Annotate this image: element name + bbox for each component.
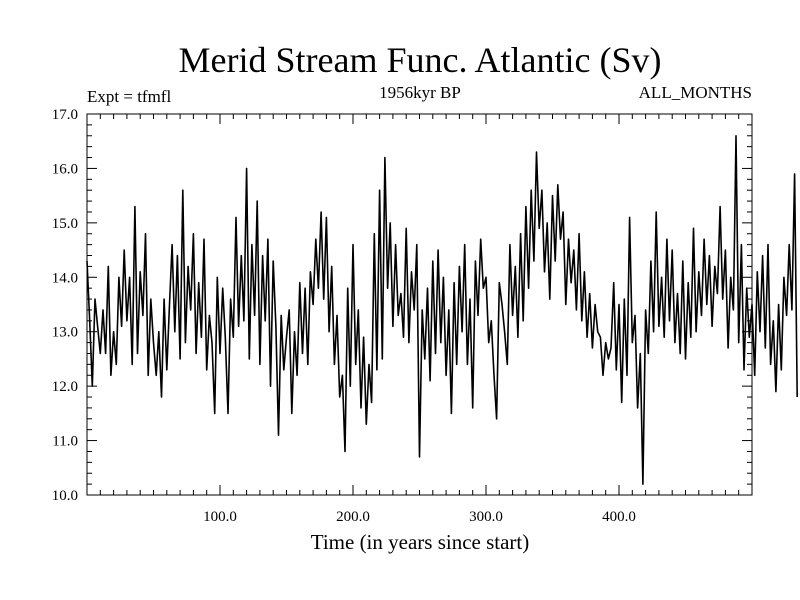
series-line	[86, 135, 798, 485]
x-tick-label: 300.0	[469, 509, 503, 525]
x-tick-label: 400.0	[602, 509, 636, 525]
y-tick-label: 12.0	[52, 379, 78, 395]
y-tick-label: 11.0	[52, 434, 78, 450]
experiment-label: Expt = tfmfl	[87, 87, 171, 106]
y-tick-label: 10.0	[52, 488, 78, 504]
months-label: ALL_MONTHS	[639, 83, 752, 102]
x-tick-label: 100.0	[203, 509, 237, 525]
y-tick-label: 16.0	[52, 161, 78, 177]
x-axis-label: Time (in years since start)	[311, 530, 530, 554]
x-tick-label: 200.0	[336, 509, 370, 525]
period-label: 1956kyr BP	[379, 83, 461, 102]
chart-title: Merid Stream Func. Atlantic (Sv)	[179, 40, 662, 80]
y-tick-label: 15.0	[52, 216, 78, 232]
y-tick-label: 13.0	[52, 325, 78, 341]
y-tick-label: 14.0	[52, 270, 78, 286]
y-tick-label: 17.0	[52, 107, 78, 123]
axes-group: 100.0 200.0 300.0 400.0 10.0 11.0 12.0 13.0 14.0…	[52, 107, 752, 525]
plot-frame	[86, 113, 753, 496]
